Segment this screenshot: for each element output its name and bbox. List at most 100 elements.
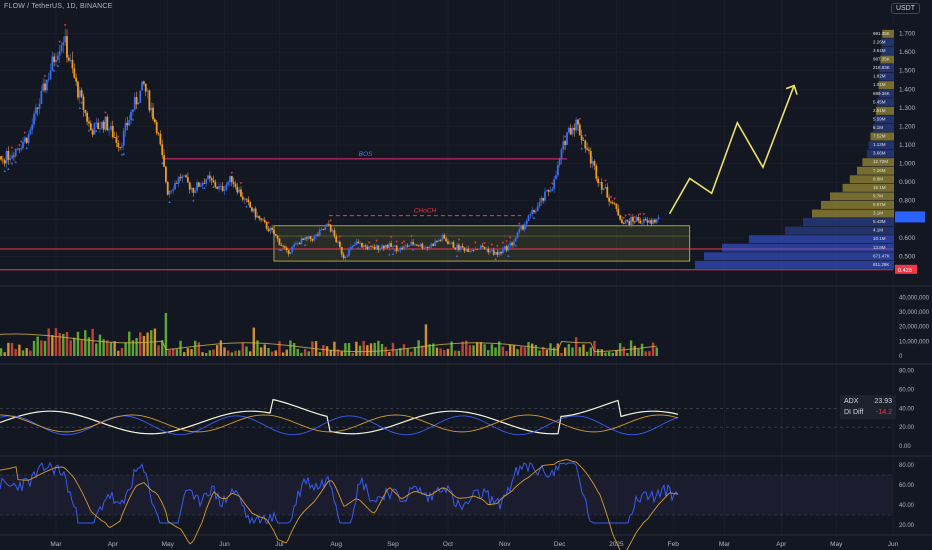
swing-high-marker: ▼ (103, 110, 107, 115)
x-tick-label: Nov (499, 541, 511, 548)
profile-label: 3.66M (873, 151, 886, 156)
volume-bar (58, 332, 61, 356)
candle-body (417, 245, 420, 247)
volume-bar (355, 341, 358, 356)
candle-body (133, 97, 136, 110)
candle-body (650, 220, 653, 224)
candle-body (393, 245, 396, 247)
candle-body (366, 246, 369, 250)
volume-bar (541, 346, 545, 356)
candle-body (443, 234, 446, 239)
profile-label: 9.7M (873, 193, 883, 198)
candle-body (421, 243, 424, 249)
volume-bar (450, 341, 453, 356)
swing-high-marker: ▼ (457, 237, 461, 242)
candle-body (276, 235, 279, 239)
candle-body (159, 133, 162, 145)
swing-low-marker: ▲ (202, 185, 206, 190)
volume-bar (241, 342, 245, 356)
volume-bar (615, 350, 618, 356)
volume-bar (234, 350, 237, 356)
candle-body (121, 145, 123, 148)
candle-body (322, 229, 325, 230)
swing-high-marker: ▼ (338, 234, 342, 239)
candle-body (201, 183, 204, 186)
candle-body (223, 189, 226, 191)
candle-body (458, 244, 460, 250)
swing-high-marker: ▼ (329, 218, 333, 223)
candle-body (469, 250, 471, 252)
candle-body (218, 186, 220, 189)
volume-bar (106, 340, 109, 356)
volume-bar (483, 344, 486, 356)
swing-high-marker: ▼ (627, 212, 631, 217)
candle-body (525, 221, 528, 225)
swing-high-marker: ▼ (19, 139, 23, 144)
volume-profile-bar (722, 243, 894, 252)
candle-body (562, 141, 565, 150)
candle-body (0, 156, 2, 160)
volume-bar (84, 330, 87, 356)
x-tick-label: Dec (554, 541, 566, 548)
volume-bar (468, 345, 472, 356)
volume-bar (47, 328, 50, 356)
volume-profile-bar (803, 218, 894, 227)
candle-body (38, 103, 41, 109)
volume-bar (62, 333, 65, 356)
swing-high-marker: ▼ (483, 241, 487, 246)
volume-bar (377, 340, 380, 356)
candle-body (580, 135, 583, 141)
candle-body (351, 245, 354, 248)
volume-bar (43, 340, 47, 356)
candle-body (58, 51, 61, 56)
candle-body (16, 148, 19, 150)
x-tick-label: Apr (108, 541, 119, 548)
candle-body (390, 243, 393, 247)
projection-arrowhead (785, 84, 798, 95)
volume-bar (571, 347, 574, 356)
volume-bar (461, 341, 464, 356)
currency-button[interactable]: USDT (890, 3, 920, 14)
candle-body (146, 90, 149, 92)
candle-body (64, 36, 67, 43)
candle-body (397, 250, 400, 252)
projection-path (668, 85, 795, 215)
candle-body (148, 90, 151, 111)
volume-bar (69, 340, 72, 356)
candle-body (412, 241, 415, 245)
candle-body (55, 59, 57, 63)
candle-body (1, 159, 4, 161)
swing-high-marker: ▼ (63, 22, 67, 27)
candle-body (196, 182, 198, 191)
candle-body (291, 246, 294, 252)
candle-body (644, 219, 647, 221)
candle-body (604, 186, 607, 189)
volume-bar (80, 339, 83, 356)
swing-high-marker: ▼ (230, 170, 234, 175)
x-tick-label: Jun (888, 541, 899, 548)
volume-bar (362, 340, 365, 356)
profile-label: 13.8M (873, 245, 886, 250)
volume-bar (289, 340, 292, 356)
rsi-ma-line (0, 459, 679, 550)
candle-body (371, 246, 374, 248)
candle-body (300, 238, 303, 245)
volume-bar (530, 343, 534, 356)
x-tick-label: Mar (50, 541, 62, 548)
candle-body (163, 155, 165, 167)
volume-bar (607, 351, 611, 356)
volume-bar (395, 350, 398, 356)
swing-high-marker: ▼ (389, 235, 393, 240)
candle-body (263, 220, 266, 223)
volume-profile-bar (866, 149, 894, 158)
candle-body (362, 245, 365, 248)
volume-bar (340, 351, 343, 356)
volume-bar (637, 349, 640, 356)
volume-bar (256, 340, 259, 356)
swing-low-marker: ▲ (411, 247, 415, 252)
candle-body (278, 238, 281, 245)
candle-body (610, 201, 612, 203)
candle-body (161, 144, 164, 156)
candle-body (505, 246, 508, 251)
candle-body (335, 236, 338, 243)
